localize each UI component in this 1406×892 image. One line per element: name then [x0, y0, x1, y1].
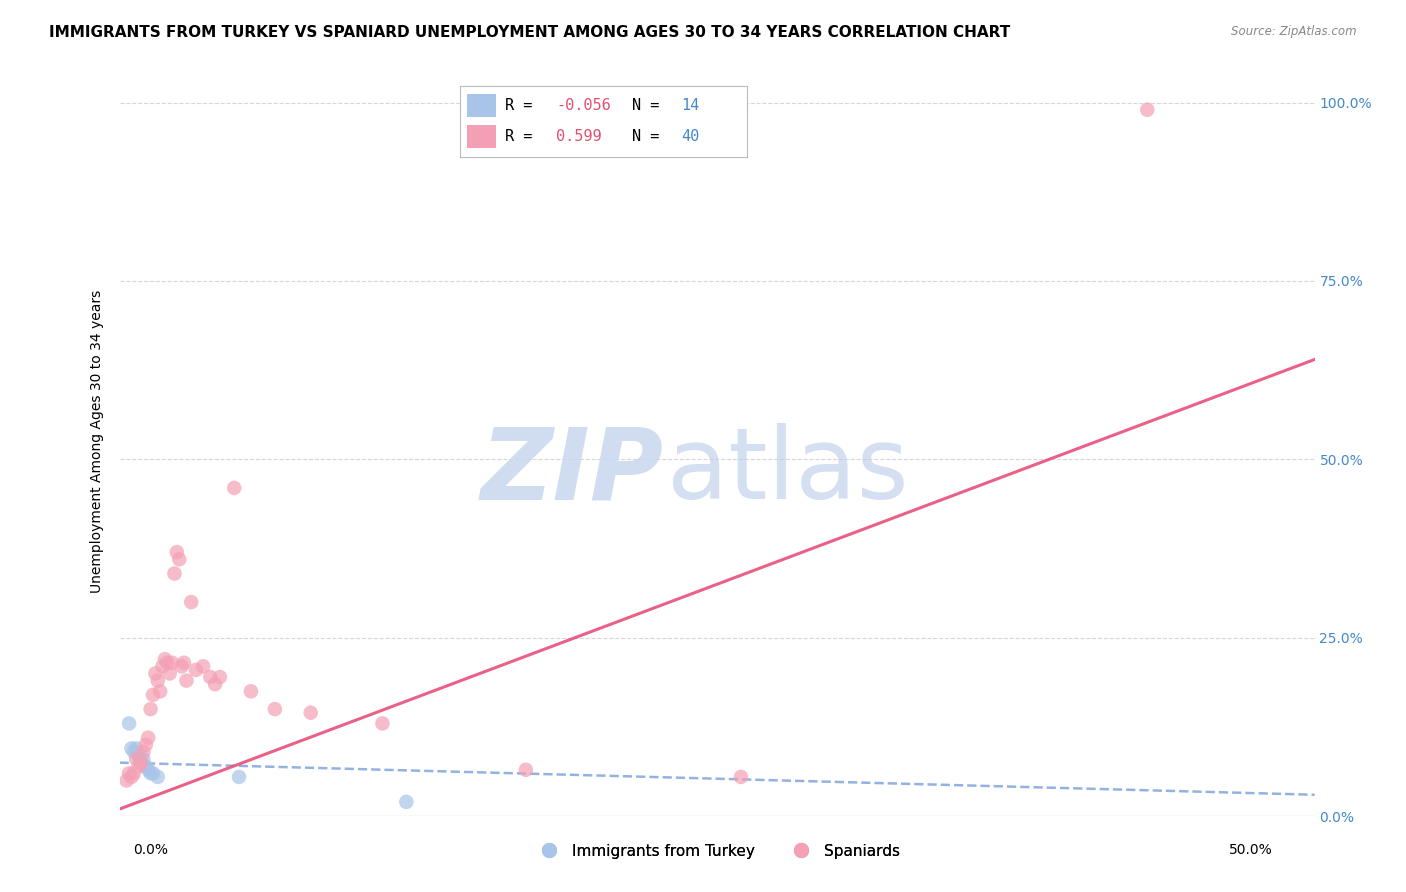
Point — [153, 652, 176, 666]
Point — [118, 716, 141, 731]
Point — [299, 706, 322, 720]
Point — [200, 670, 222, 684]
Point — [122, 745, 145, 759]
Point — [169, 552, 191, 566]
Point — [163, 566, 186, 581]
Point — [118, 766, 141, 780]
Text: ZIP: ZIP — [481, 423, 664, 520]
Point — [176, 673, 198, 688]
Point — [128, 759, 150, 773]
Text: atlas: atlas — [666, 423, 908, 520]
Text: 50.0%: 50.0% — [1229, 843, 1272, 857]
Point — [371, 716, 394, 731]
Point — [129, 756, 152, 770]
Point — [160, 656, 183, 670]
Point — [132, 752, 155, 766]
Point — [166, 545, 188, 559]
Point — [146, 673, 169, 688]
Point — [146, 770, 169, 784]
Point — [170, 659, 193, 673]
Point — [136, 731, 159, 745]
Point — [173, 656, 195, 670]
Point — [121, 741, 143, 756]
Text: Source: ZipAtlas.com: Source: ZipAtlas.com — [1232, 25, 1357, 38]
Point — [125, 752, 148, 766]
Point — [204, 677, 226, 691]
Point — [208, 670, 231, 684]
Point — [129, 752, 152, 766]
Point — [122, 766, 145, 780]
Point — [115, 773, 138, 788]
Point — [152, 659, 174, 673]
Point — [132, 745, 155, 759]
Point — [224, 481, 246, 495]
Point — [156, 656, 179, 670]
Point — [128, 748, 150, 763]
Point — [184, 663, 207, 677]
Text: IMMIGRANTS FROM TURKEY VS SPANIARD UNEMPLOYMENT AMONG AGES 30 TO 34 YEARS CORREL: IMMIGRANTS FROM TURKEY VS SPANIARD UNEMP… — [49, 25, 1011, 40]
Point — [228, 770, 250, 784]
Point — [395, 795, 418, 809]
Point — [135, 738, 157, 752]
Point — [191, 659, 215, 673]
Point — [136, 763, 159, 777]
Point — [180, 595, 202, 609]
Point — [515, 763, 537, 777]
Point — [139, 766, 162, 780]
Point — [730, 770, 752, 784]
Legend: Immigrants from Turkey, Spaniards: Immigrants from Turkey, Spaniards — [529, 838, 905, 864]
Point — [135, 759, 157, 773]
Point — [142, 766, 165, 780]
Point — [125, 741, 148, 756]
Point — [149, 684, 172, 698]
Point — [264, 702, 287, 716]
Point — [159, 666, 181, 681]
Point — [145, 666, 166, 681]
Point — [1136, 103, 1159, 117]
Point — [139, 702, 162, 716]
Text: 0.0%: 0.0% — [134, 843, 169, 857]
Point — [121, 770, 143, 784]
Point — [142, 688, 165, 702]
Y-axis label: Unemployment Among Ages 30 to 34 years: Unemployment Among Ages 30 to 34 years — [90, 290, 104, 593]
Point — [239, 684, 263, 698]
